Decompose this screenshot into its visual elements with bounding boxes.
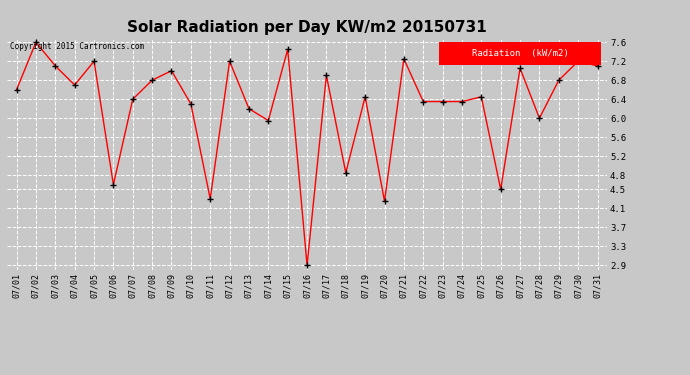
Text: Copyright 2015 Cartronics.com: Copyright 2015 Cartronics.com	[10, 42, 144, 51]
Title: Solar Radiation per Day KW/m2 20150731: Solar Radiation per Day KW/m2 20150731	[127, 20, 487, 35]
